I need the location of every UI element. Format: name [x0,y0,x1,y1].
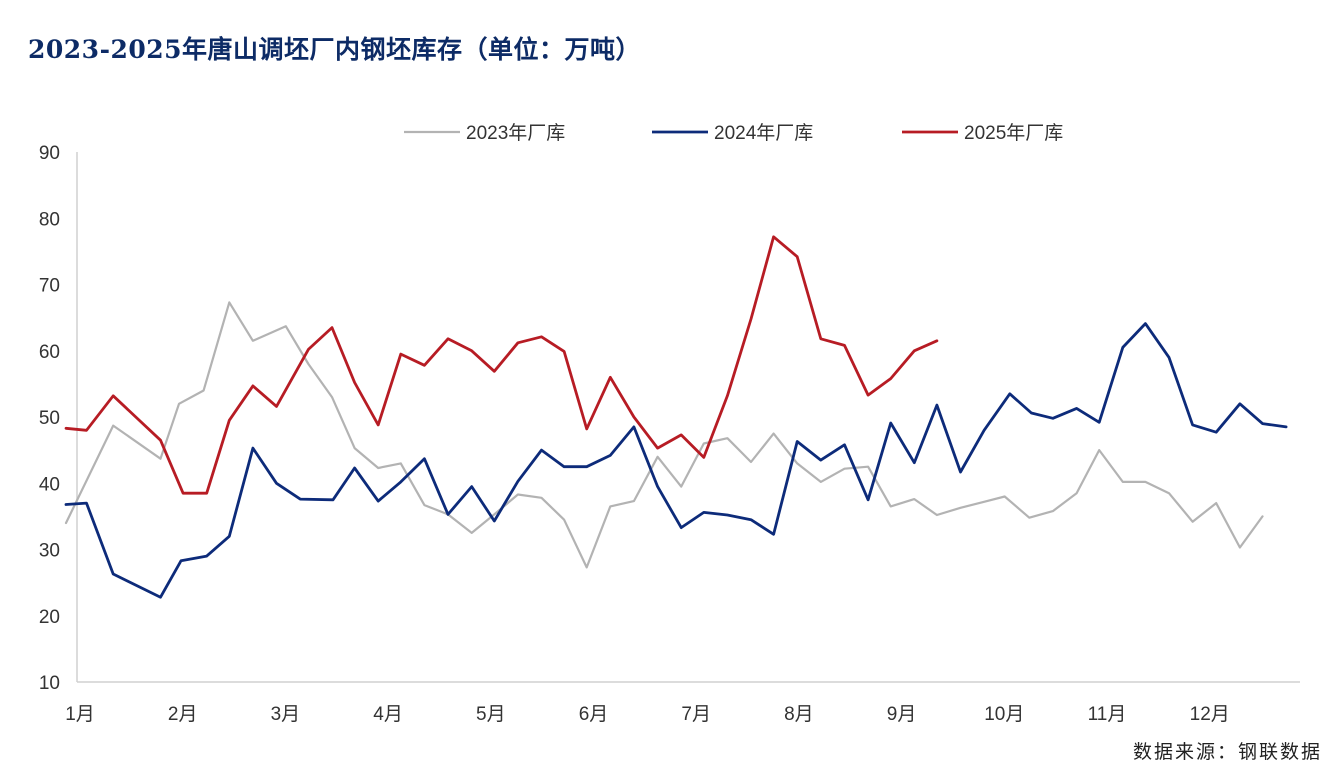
axes [76,152,1300,683]
x-tick-label: 2月 [168,704,198,725]
x-tick-label: 12月 [1190,704,1230,725]
x-tick-label: 8月 [784,704,814,725]
y-tick-label: 10 [39,673,60,694]
y-tick-label: 50 [39,408,60,429]
legend-label-2: 2024年厂库 [714,122,813,144]
legend: 2023年厂库 2024年厂库 2025年厂库 [404,122,1063,144]
legend-label-3: 2025年厂库 [964,122,1063,144]
data-source-note: 数据来源：钢联数据 [1132,741,1322,763]
x-tick-label: 4月 [373,704,403,725]
series-line-2 [64,322,1288,599]
series-lines [64,235,1288,599]
y-tick-label: 40 [39,474,60,495]
x-tick-label: 3月 [271,704,301,725]
x-tick-label: 6月 [579,704,609,725]
x-tick-labels: 1月 2月 3月 4月 5月 6月 7月 8月 9月 10月 11月 12月 [65,704,1230,725]
x-tick-label: 11月 [1088,704,1127,725]
y-tick-labels: 10 20 30 40 50 60 70 80 90 [39,143,60,694]
y-tick-label: 30 [39,541,60,562]
legend-label-1: 2023年厂库 [466,122,565,144]
series-line-3 [64,235,939,495]
x-tick-label: 1月 [65,704,95,725]
y-tick-label: 80 [39,209,60,230]
y-tick-label: 60 [39,342,60,363]
chart-title: 2023-2025年唐山调坯厂内钢坯库存（单位：万吨） [28,35,642,64]
y-tick-label: 70 [39,276,60,297]
series-line-1 [64,301,1264,569]
x-tick-label: 5月 [476,704,506,725]
x-tick-label: 9月 [887,704,917,725]
x-tick-label: 7月 [681,704,711,725]
x-tick-label: 10月 [984,704,1024,725]
y-tick-label: 20 [39,607,60,628]
y-tick-label: 90 [39,143,60,164]
